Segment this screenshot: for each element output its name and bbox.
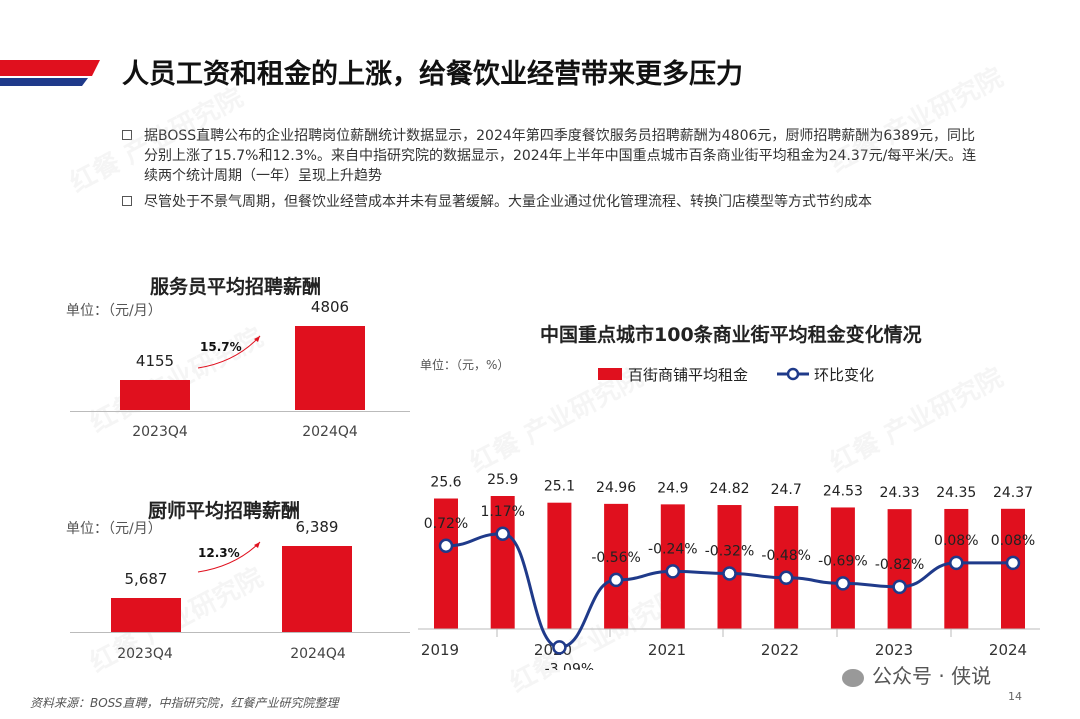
mom-change-point: [722, 566, 737, 581]
title-accent-bar: [0, 60, 100, 86]
x-tick-label: 2022: [761, 641, 799, 659]
category-label: 2023Q4: [132, 424, 188, 440]
square-bullet-icon: [122, 130, 132, 140]
growth-label: 12.3%: [198, 546, 240, 560]
rent-bar: [830, 507, 855, 629]
mom-change-point: [949, 555, 964, 571]
x-tick-label: 2024: [989, 641, 1027, 659]
mom-change-point: [1005, 555, 1021, 571]
bar-value-label: 4155: [135, 352, 175, 370]
bar-value-label: 6,389: [295, 518, 339, 536]
mom-change-label: -0.69%: [818, 553, 868, 569]
bar-2024q4: [295, 326, 365, 410]
rent-bar-label: 24.33: [880, 485, 920, 501]
mom-change-label: -0.82%: [875, 557, 925, 573]
bar-value-label: 4806: [310, 298, 350, 316]
rent-bar: [774, 506, 799, 629]
wechat-label: 公众号 · 侠说: [872, 664, 992, 688]
chart-baseline: [70, 411, 410, 412]
mom-change-label: 0.08%: [991, 533, 1035, 549]
rent-bar-label: 25.9: [487, 472, 518, 488]
wechat-account: 公众号 · 侠说: [842, 660, 991, 689]
legend-swatch-bar: [598, 368, 622, 380]
chart-unit: 单位：（元/月）: [66, 521, 162, 537]
growth-label: 15.7%: [200, 340, 242, 354]
bullet-item: 据BOSS直聘公布的企业招聘岗位薪酬统计数据显示，2024年第四季度餐饮服务员招…: [120, 126, 980, 186]
category-label: 2023Q4: [117, 646, 173, 662]
chart-baseline: [70, 632, 410, 633]
chart-unit: 单位：（元，%）: [420, 358, 510, 372]
growth-arrow-icon: [197, 335, 261, 369]
legend-swatch-line: [777, 367, 809, 381]
rent-bar-label: 24.9: [657, 480, 688, 496]
bar-value-label: 5,687: [124, 570, 168, 588]
rent-bar-label: 24.35: [936, 485, 976, 501]
rent-bar: [490, 496, 515, 629]
legend-label: 百街商铺平均租金: [628, 366, 749, 384]
mom-change-point: [778, 570, 794, 586]
bar-2024q4: [282, 546, 352, 632]
rent-bar-label: 24.82: [709, 481, 749, 497]
mom-change-label: -0.32%: [705, 544, 755, 560]
chart-title: 中国重点城市100条商业街平均租金变化情况: [540, 324, 922, 346]
rent-bar: [604, 503, 629, 629]
bullet-item: 尽管处于不景气周期，但餐饮业经营成本并未有显著缓解。大量企业通过优化管理流程、转…: [120, 192, 980, 212]
bar-2023q4: [111, 598, 181, 632]
growth-arrow-icon: [197, 541, 261, 573]
bullet-text: 据BOSS直聘公布的企业招聘岗位薪酬统计数据显示，2024年第四季度餐饮服务员招…: [144, 128, 977, 184]
bullet-list: 据BOSS直聘公布的企业招聘岗位薪酬统计数据显示，2024年第四季度餐饮服务员招…: [120, 126, 980, 218]
rent-bar-label: 24.7: [771, 482, 802, 498]
bar-2023q4: [120, 380, 190, 410]
rent-bar: [547, 502, 572, 629]
mom-change-point: [835, 576, 851, 591]
wechat-icon: [842, 668, 864, 687]
rent-bar-label: 25.1: [544, 479, 575, 495]
page-number: 14: [1008, 690, 1022, 703]
mom-change-point: [892, 579, 907, 595]
chart-title: 厨师平均招聘薪酬: [148, 500, 301, 522]
mom-change-point: [552, 640, 567, 655]
mom-change-point: [608, 572, 624, 588]
rent-chart-plot: 25.6 25.9 25.1 24.96 24.9 24.82 24.7 24.53 24.33…: [418, 472, 1040, 670]
source-note: 资料来源：BOSS直聘，中指研究院，红餐产业研究院整理: [30, 696, 339, 710]
bullet-text: 尽管处于不景气周期，但餐饮业经营成本并未有显著缓解。大量企业通过优化管理流程、转…: [144, 194, 872, 210]
mom-change-label: -0.56%: [591, 550, 641, 566]
chart-title: 服务员平均招聘薪酬: [150, 276, 322, 298]
square-bullet-icon: [122, 196, 132, 206]
rent-bar-label: 24.96: [596, 480, 636, 496]
mom-change-label: -3.09%: [545, 661, 595, 670]
mom-change-label: 0.72%: [424, 516, 468, 532]
rent-bar: [887, 509, 912, 629]
mom-change-label: 0.08%: [934, 533, 978, 549]
mom-change-label: -0.24%: [648, 541, 698, 557]
category-label: 2024Q4: [302, 424, 358, 440]
rent-bar-label: 24.37: [993, 485, 1033, 501]
rent-bar-label: 24.53: [823, 483, 863, 499]
mom-change-label: 1.17%: [480, 504, 524, 520]
page-title: 人员工资和租金的上涨，给餐饮业经营带来更多压力: [122, 59, 743, 90]
x-tick-label: 2019: [421, 641, 459, 659]
chart-unit: 单位：（元/月）: [66, 303, 162, 319]
mom-change-point: [665, 564, 681, 579]
rent-bar: [434, 498, 458, 629]
mom-change-point: [438, 538, 454, 554]
x-tick-label: 2023: [875, 641, 913, 659]
rent-bar-label: 25.6: [430, 475, 461, 491]
category-label: 2024Q4: [290, 646, 346, 662]
legend-label: 环比变化: [814, 366, 875, 384]
mom-change-line: [445, 532, 1013, 649]
mom-change-label: -0.48%: [761, 548, 811, 564]
mom-change-point: [495, 526, 510, 542]
x-tick-label: 2021: [648, 641, 686, 659]
